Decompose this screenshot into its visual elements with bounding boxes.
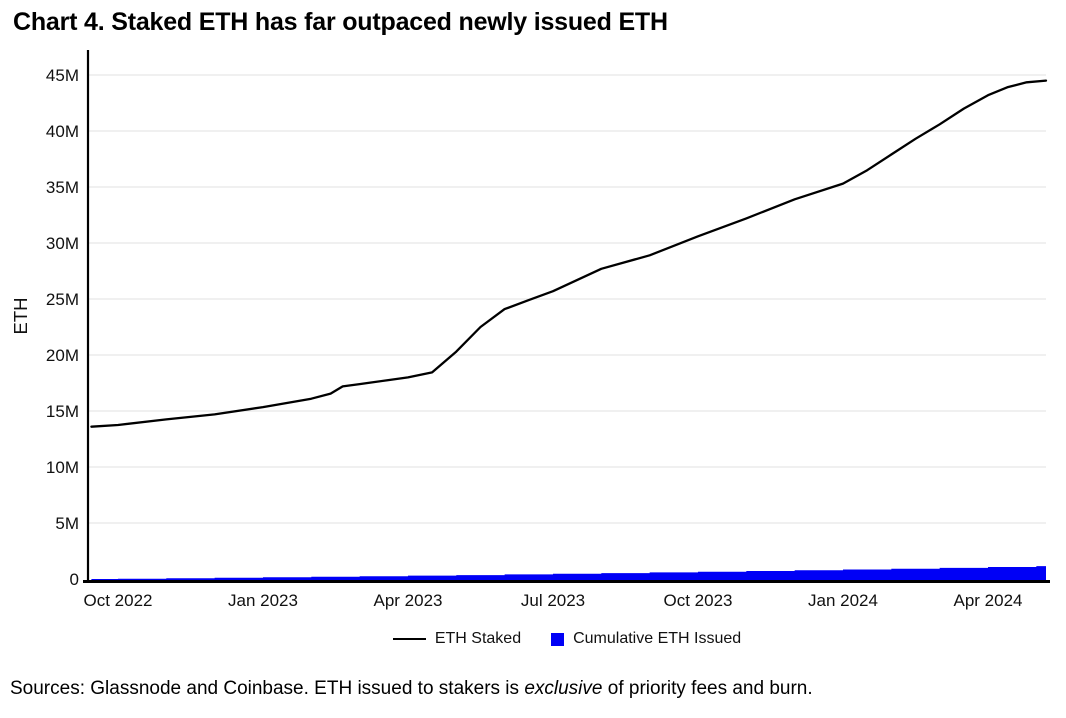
y-tick-label: 45M bbox=[46, 66, 79, 85]
x-tick-label: Oct 2023 bbox=[664, 591, 733, 610]
y-tick-label: 25M bbox=[46, 290, 79, 309]
legend-item-cumulative-eth-issued: Cumulative ETH Issued bbox=[551, 630, 741, 648]
y-tick-label: 5M bbox=[55, 514, 79, 533]
y-tick-label: 10M bbox=[46, 458, 79, 477]
legend-item-eth-staked: ETH Staked bbox=[392, 630, 522, 648]
eth-staked-vs-issued-chart: 0 5M 10M 15M 20M 25M 30M 35M 40M 45M Oct 2022 Jan 2… bbox=[10, 50, 1050, 610]
chart-title: Chart 4. Staked ETH has far outpaced new… bbox=[13, 8, 668, 36]
y-tick-label: 20M bbox=[46, 346, 79, 365]
y-tick-label: 35M bbox=[46, 178, 79, 197]
eth-staked-line bbox=[90, 79, 1048, 428]
x-tick-label: Apr 2024 bbox=[954, 591, 1023, 610]
legend: ETH Staked Cumulative ETH Issued bbox=[88, 627, 1046, 651]
y-tick-label: 15M bbox=[46, 402, 79, 421]
y-tick-label: 40M bbox=[46, 122, 79, 141]
legend-label-cumulative-eth-issued: Cumulative ETH Issued bbox=[573, 630, 742, 647]
source-note-prefix: Sources: Glassnode and Coinbase. ETH iss… bbox=[10, 678, 525, 699]
gridlines bbox=[88, 74, 1046, 524]
y-axis-title: ETH bbox=[10, 298, 31, 335]
x-tick-label: Jan 2024 bbox=[808, 591, 878, 610]
axis-tick-labels: 0 5M 10M 15M 20M 25M 30M 35M 40M 45M Oct 2022 Jan 2… bbox=[46, 66, 1023, 610]
y-tick-label: 30M bbox=[46, 234, 79, 253]
source-note-italic-word: exclusive bbox=[524, 678, 603, 699]
source-note: Sources: Glassnode and Coinbase. ETH iss… bbox=[10, 678, 1060, 700]
line-swatch-icon bbox=[392, 637, 426, 641]
x-tick-label: Apr 2023 bbox=[374, 591, 443, 610]
square-swatch-icon bbox=[551, 632, 565, 646]
axes bbox=[83, 50, 1050, 583]
x-tick-label: Jul 2023 bbox=[521, 591, 585, 610]
legend-label-eth-staked: ETH Staked bbox=[434, 630, 522, 647]
source-note-suffix: of priority fees and burn. bbox=[602, 678, 813, 699]
y-tick-label: 0 bbox=[70, 570, 79, 589]
x-tick-label: Jan 2023 bbox=[228, 591, 298, 610]
x-tick-label: Oct 2022 bbox=[84, 591, 153, 610]
cumulative-eth-issued-area bbox=[91, 566, 1047, 581]
chart-series bbox=[90, 79, 1048, 581]
